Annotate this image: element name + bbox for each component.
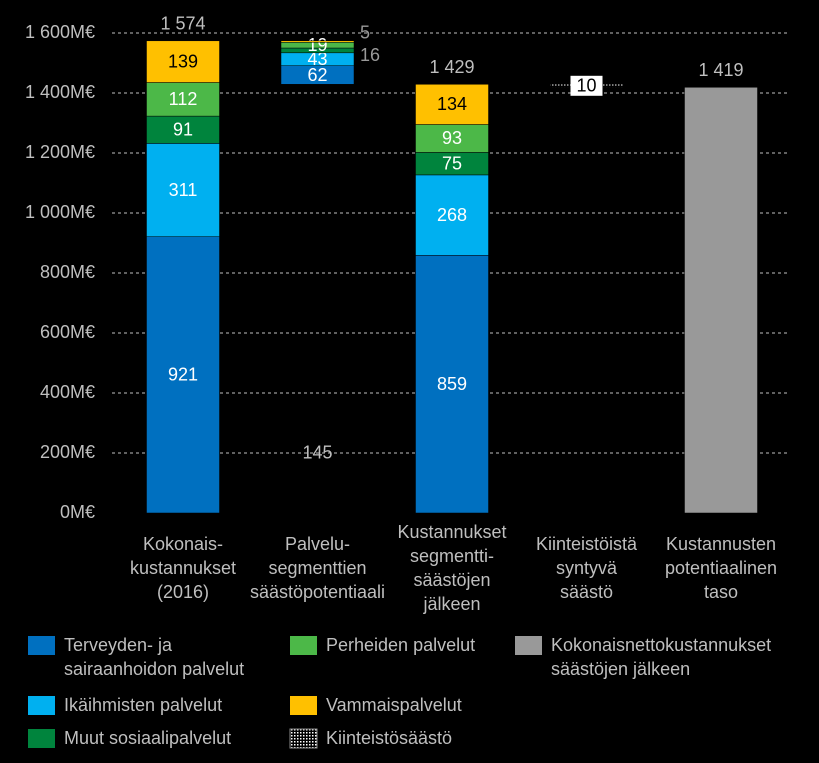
value-label: 921	[168, 365, 198, 385]
bar-segment	[415, 174, 489, 256]
x-tick-label: Palvelu-segmenttien säästöpotentiaali	[250, 534, 385, 602]
label-box	[570, 75, 603, 96]
value-label: 10	[576, 76, 596, 96]
x-tick-label: Kustannukset segmentti-säästöjen jälkeen	[397, 522, 506, 614]
value-label: 75	[442, 153, 462, 173]
y-tick-label: 200M€	[40, 442, 95, 462]
total-label: 1 574	[160, 14, 205, 34]
y-tick-label: 1 400M€	[25, 82, 95, 102]
y-tick-label: 1 200M€	[25, 142, 95, 162]
legend-label: Muut sosiaalipalvelut	[64, 728, 231, 748]
value-label: 268	[437, 205, 467, 225]
bar-segment	[146, 40, 220, 83]
x-tick-label: Kokonais-kustannukset (2016)	[130, 534, 236, 602]
legend-swatch	[28, 696, 55, 715]
value-label: 16	[360, 45, 380, 65]
y-tick-label: 1 000M€	[25, 202, 95, 222]
value-label: 311	[169, 180, 198, 200]
value-label: 91	[173, 120, 193, 140]
bar-segment	[684, 87, 758, 514]
bar-segment	[280, 40, 355, 43]
bar-segment	[146, 143, 220, 237]
value-label: 62	[307, 65, 327, 85]
legend-label: Vammaispalvelut	[326, 695, 462, 715]
value-label: 139	[168, 51, 198, 71]
legend-swatch	[290, 696, 317, 715]
value-label: 19	[307, 35, 327, 55]
y-tick-label: 400M€	[40, 382, 95, 402]
bar-segment	[415, 124, 489, 153]
legend-label: Perheiden palvelut	[326, 635, 475, 655]
value-label: 5	[360, 22, 370, 42]
legend-label: Ikäihmisten palvelut	[64, 695, 222, 715]
x-tick-label: Kiinteistöistä syntyvä säästö	[536, 534, 638, 602]
x-tick-label: Kustannusten potentiaalinen taso	[665, 534, 777, 602]
value-label: 112	[169, 89, 198, 109]
legend-label: Kokonaisnettokustannukset säästöjen jälke…	[551, 635, 771, 679]
y-tick-label: 600M€	[40, 322, 95, 342]
legend-swatch	[290, 636, 317, 655]
value-label: 93	[442, 128, 462, 148]
y-tick-label: 1 600M€	[25, 22, 95, 42]
legend-label: Kiinteistösäästö	[326, 728, 452, 748]
bar-segment	[146, 115, 220, 144]
value-label: 859	[437, 374, 467, 394]
legend-swatch	[28, 729, 55, 748]
value-label: 134	[437, 94, 467, 114]
total-label: 1 429	[429, 57, 474, 77]
legend-label: Terveyden- ja sairaanhoidon palvelut	[64, 635, 244, 679]
legend-swatch	[289, 728, 318, 749]
value-label: 43	[307, 49, 327, 69]
total-label: 145	[302, 442, 332, 462]
bar-segment	[146, 82, 220, 117]
bar-segment	[146, 236, 220, 514]
total-label: 1 419	[698, 60, 743, 80]
bar-segment	[415, 84, 489, 125]
legend-swatch	[28, 636, 55, 655]
y-tick-label: 0M€	[60, 502, 95, 522]
bar-segment	[415, 255, 489, 514]
y-tick-label: 800M€	[40, 262, 95, 282]
legend-swatch	[515, 636, 542, 655]
